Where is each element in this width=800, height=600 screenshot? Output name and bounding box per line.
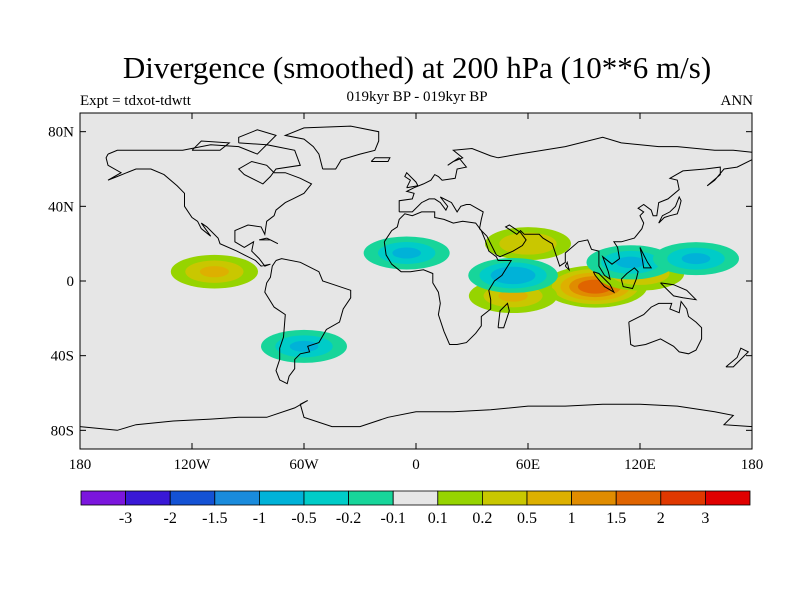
coastline — [259, 237, 279, 245]
coastline — [80, 400, 752, 431]
lat-tick-label: 80S — [51, 423, 74, 439]
colorbar-label: 1 — [568, 510, 576, 527]
lon-tick-label: 180 — [69, 457, 92, 473]
coastline — [564, 260, 571, 272]
colorbar-label: 0.2 — [472, 510, 492, 527]
colorbar-swatch — [125, 490, 171, 506]
colorbar-swatch — [348, 490, 394, 506]
divergence-contour — [392, 247, 421, 259]
map-axes: 80N 40N 0 40S 80S 180 120W 60W 0 60E 120E 180 — [48, 113, 763, 473]
coastline — [264, 258, 352, 385]
coastline — [658, 195, 682, 224]
coastline — [592, 271, 616, 294]
coastline — [370, 157, 391, 162]
coastline — [725, 347, 750, 368]
colorbar-swatch — [437, 490, 483, 506]
colorbar-swatch — [303, 490, 349, 506]
lon-tick-label: 120E — [624, 457, 656, 473]
colorbar-swatch — [258, 490, 305, 506]
colorbar-label: -1 — [253, 510, 266, 527]
coastline — [283, 125, 380, 170]
lon-tick-label: 180 — [741, 457, 764, 473]
coastline — [639, 247, 653, 269]
colorbar-label: -0.2 — [336, 510, 361, 527]
lon-tick-label: 60W — [289, 457, 319, 473]
coastline — [628, 300, 703, 355]
colorbar-swatch — [481, 490, 528, 506]
colorbar: -3 -2 -1.5 -1 -0.5 -0.2 -0.1 0.1 0.2 0.5 1 1.5 2 3 — [80, 490, 751, 527]
season-label: ANN — [720, 93, 754, 109]
colorbar-label: -3 — [119, 510, 132, 527]
colorbar-swatch — [214, 490, 260, 506]
coastline — [660, 282, 698, 301]
divergence-contour — [615, 256, 646, 269]
colorbar-swatch — [705, 490, 751, 506]
colorbar-label: -0.1 — [381, 510, 406, 527]
colorbar-label: 2 — [657, 510, 665, 527]
divergence-contour — [199, 266, 229, 278]
coastlines — [80, 125, 752, 431]
colorbar-label: -0.5 — [291, 510, 316, 527]
lat-tick-label: 80N — [48, 125, 74, 141]
colorbar-swatch — [392, 490, 439, 506]
divergence-contour — [586, 283, 604, 291]
coastline — [404, 171, 419, 189]
divergence-contour — [289, 340, 319, 352]
plot-subtitle: 019kyr BP - 019kyr BP — [346, 89, 488, 105]
lon-tick-label: 60E — [516, 457, 540, 473]
colorbar-swatch — [660, 490, 706, 506]
coastline — [620, 267, 639, 290]
colorbar-swatch — [169, 490, 216, 506]
coastline — [399, 159, 752, 281]
coastline — [191, 140, 231, 151]
coastline — [383, 211, 513, 345]
plot-title: Divergence (smoothed) at 200 hPa (10**6 … — [122, 50, 712, 85]
coastline — [497, 302, 510, 329]
divergence-contour — [498, 290, 528, 302]
colorbar-label: 0.5 — [517, 510, 537, 527]
colorbar-swatch — [571, 490, 617, 506]
experiment-label: Expt = tdxot-tdwtt — [80, 93, 191, 109]
coastline — [238, 129, 277, 146]
lat-tick-label: 40S — [51, 349, 74, 365]
coastline — [398, 136, 752, 212]
lat-tick-label: 40N — [48, 199, 74, 215]
lon-tick-label: 0 — [412, 457, 420, 473]
coastline — [105, 144, 313, 267]
lat-tick-label: 0 — [67, 274, 75, 290]
colorbar-label: -2 — [164, 510, 177, 527]
divergence-contour — [513, 238, 543, 250]
divergence-field — [170, 227, 739, 363]
colorbar-label: 0.1 — [428, 510, 448, 527]
colorbar-swatch — [615, 490, 662, 506]
divergence-contour — [681, 253, 711, 265]
colorbar-swatch — [526, 490, 572, 506]
divergence-contour — [501, 271, 525, 280]
colorbar-label: -1.5 — [202, 510, 227, 527]
colorbar-label: 1.5 — [606, 510, 626, 527]
colorbar-label: 3 — [701, 510, 709, 527]
lon-tick-label: 120W — [174, 457, 212, 473]
colorbar-swatch — [80, 490, 126, 506]
